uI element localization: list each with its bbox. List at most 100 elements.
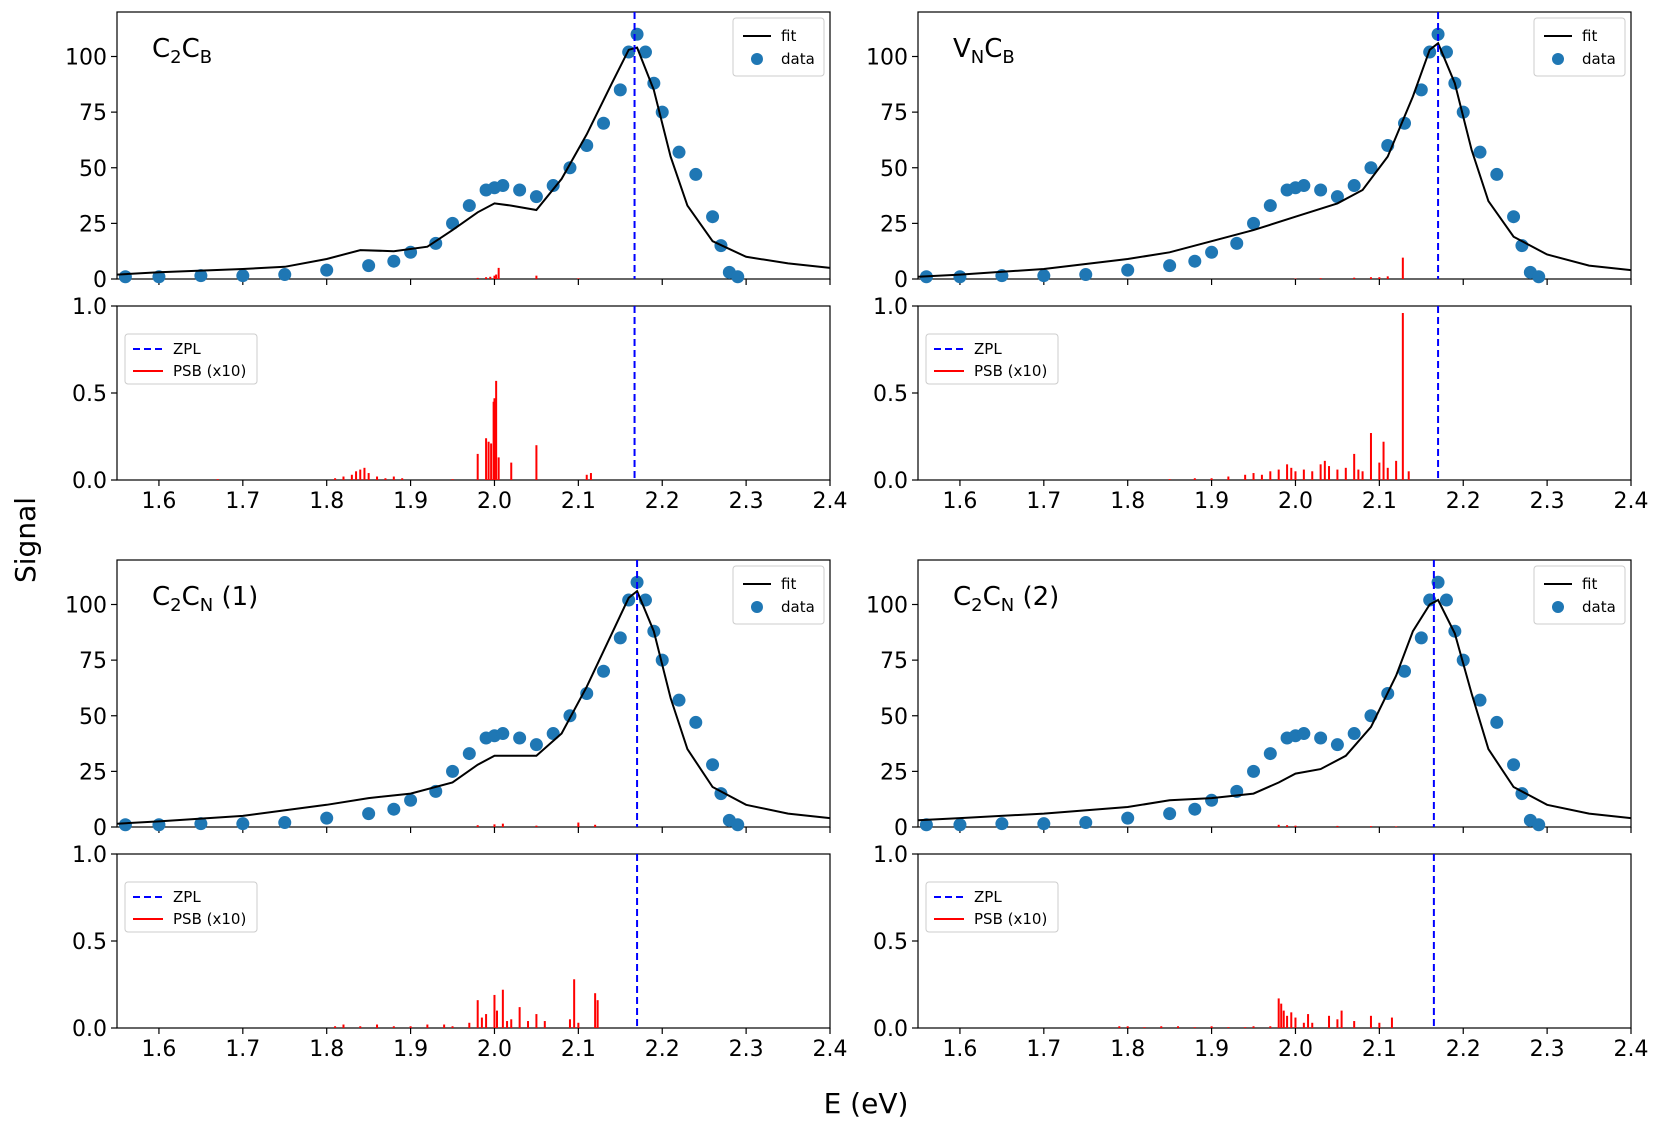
data-point [118, 270, 132, 284]
x-tick-label: 2.3 [729, 489, 764, 514]
legend-data-swatch [1552, 601, 1564, 613]
plot-frame [116, 853, 831, 1029]
y-tick-label: 0.0 [72, 1017, 107, 1042]
data-point [1456, 105, 1470, 119]
data-point [362, 807, 376, 821]
y-tick-label: 0.5 [873, 930, 908, 955]
fit-data-plot: 0 25 50 75 100 fit data [866, 11, 1632, 293]
zpl-psb-plot: 0.0 0.5 1.0 1.6 1.7 1.8 1.9 2.0 2.1 2.2 2.3 2.4 ZPL P… [873, 843, 1649, 1062]
fit-data-plot: 0 25 50 75 100 fit data [866, 559, 1632, 841]
y-tick-label: 0 [93, 816, 107, 841]
data-point [953, 818, 967, 832]
data-point [1263, 747, 1277, 761]
x-tick-label: 2.0 [1278, 489, 1313, 514]
data-point [1247, 764, 1261, 778]
data-point [995, 817, 1009, 831]
data-point [1347, 727, 1361, 741]
legend-label: PSB (x10) [173, 362, 246, 380]
x-tick-label: 1.6 [141, 1037, 176, 1062]
y-tick-label: 0.5 [72, 382, 107, 407]
x-tick-label: 1.9 [393, 1037, 428, 1062]
x-tick-label: 1.9 [1194, 1037, 1229, 1062]
fit-line [116, 589, 831, 825]
data-point [1473, 693, 1487, 707]
data-point [1037, 817, 1051, 831]
x-tick-label: 2.4 [813, 489, 848, 514]
legend-label: fit [781, 575, 796, 593]
data-point [529, 190, 543, 204]
y-tick-label: 0.5 [72, 930, 107, 955]
legend-data-swatch [1552, 53, 1564, 65]
x-tick-label: 2.0 [1278, 1037, 1313, 1062]
data-point [1230, 236, 1244, 250]
data-point [387, 254, 401, 268]
data-point [1414, 83, 1428, 97]
y-tick-label: 50 [880, 157, 908, 182]
data-point [1205, 793, 1219, 807]
fit-line [917, 598, 1632, 822]
data-point [1473, 145, 1487, 159]
plot-frame [917, 559, 1632, 828]
data-point [689, 167, 703, 181]
panel-title: VNCB [953, 34, 1015, 68]
fit-data-plot: 0 25 50 75 100 fit data [65, 11, 831, 293]
y-tick-label: 25 [79, 760, 107, 785]
data-point [1188, 254, 1202, 268]
data-point [513, 183, 527, 197]
x-tick-label: 2.2 [1446, 1037, 1481, 1062]
y-tick-label: 50 [79, 157, 107, 182]
y-tick-label: 100 [866, 46, 908, 71]
x-tick-label: 2.3 [1530, 489, 1565, 514]
data-point [1247, 216, 1261, 230]
x-axis-title: E (eV) [824, 1087, 909, 1120]
fit-data-plot: 0 25 50 75 100 fit data [65, 559, 831, 841]
data-point [1507, 210, 1521, 224]
data-point [1163, 807, 1177, 821]
y-tick-label: 1.0 [873, 295, 908, 320]
data-point [362, 259, 376, 273]
x-tick-label: 2.1 [561, 489, 596, 514]
x-tick-label: 1.7 [1026, 1037, 1061, 1062]
plot-frame [917, 11, 1632, 280]
data-point [1439, 593, 1453, 607]
y-tick-label: 0.0 [873, 1017, 908, 1042]
data-point [706, 758, 720, 772]
legend-label: fit [1582, 27, 1597, 45]
legend-label: ZPL [974, 888, 1002, 906]
panel-c2cb: 0 25 50 75 100 fit data 0.0 0.5 1.0 1.6 1.7 1.8 1.9 2… [65, 11, 848, 514]
data-point [1297, 727, 1311, 741]
x-tick-label: 1.6 [942, 1037, 977, 1062]
x-tick-label: 1.6 [942, 489, 977, 514]
x-tick-label: 2.1 [1362, 489, 1397, 514]
data-point [638, 45, 652, 59]
legend-label: data [1582, 50, 1616, 68]
data-point [1163, 259, 1177, 273]
plot-frame [116, 305, 831, 481]
legend-label: data [781, 50, 815, 68]
plot-frame [116, 559, 831, 828]
data-point [496, 727, 510, 741]
data-point [731, 818, 745, 832]
x-tick-label: 2.0 [477, 489, 512, 514]
data-point [1297, 179, 1311, 193]
data-point [655, 653, 669, 667]
panel-vncb: 0 25 50 75 100 fit data 0.0 0.5 1.0 1.6 1.7 1.8 1.9 2… [866, 11, 1649, 514]
data-point [672, 145, 686, 159]
y-axis-title: Signal [9, 497, 42, 583]
data-point [613, 631, 627, 645]
data-point [462, 747, 476, 761]
data-point [320, 811, 334, 825]
plot-frame [917, 305, 1632, 481]
data-point [513, 731, 527, 745]
x-tick-label: 1.8 [309, 1037, 344, 1062]
plot-frame [917, 853, 1632, 1029]
data-point [236, 817, 250, 831]
data-point [1263, 199, 1277, 213]
y-tick-label: 0.5 [873, 382, 908, 407]
x-tick-label: 1.8 [309, 489, 344, 514]
x-tick-label: 2.4 [1614, 1037, 1649, 1062]
data-point [1490, 167, 1504, 181]
legend-label: PSB (x10) [974, 910, 1047, 928]
data-point [1330, 738, 1344, 752]
